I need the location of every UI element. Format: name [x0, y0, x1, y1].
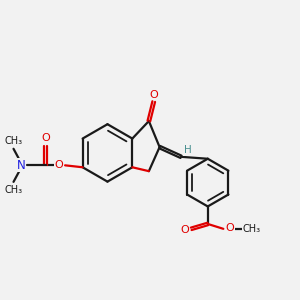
Text: O: O	[149, 90, 158, 100]
Text: O: O	[226, 223, 235, 233]
Text: CH₃: CH₃	[242, 224, 261, 234]
Text: N: N	[16, 159, 25, 172]
Text: CH₃: CH₃	[4, 185, 22, 195]
Text: O: O	[54, 160, 63, 170]
Text: O: O	[180, 225, 189, 235]
Text: CH₃: CH₃	[4, 136, 22, 146]
Text: O: O	[41, 133, 50, 143]
Text: H: H	[184, 145, 192, 155]
